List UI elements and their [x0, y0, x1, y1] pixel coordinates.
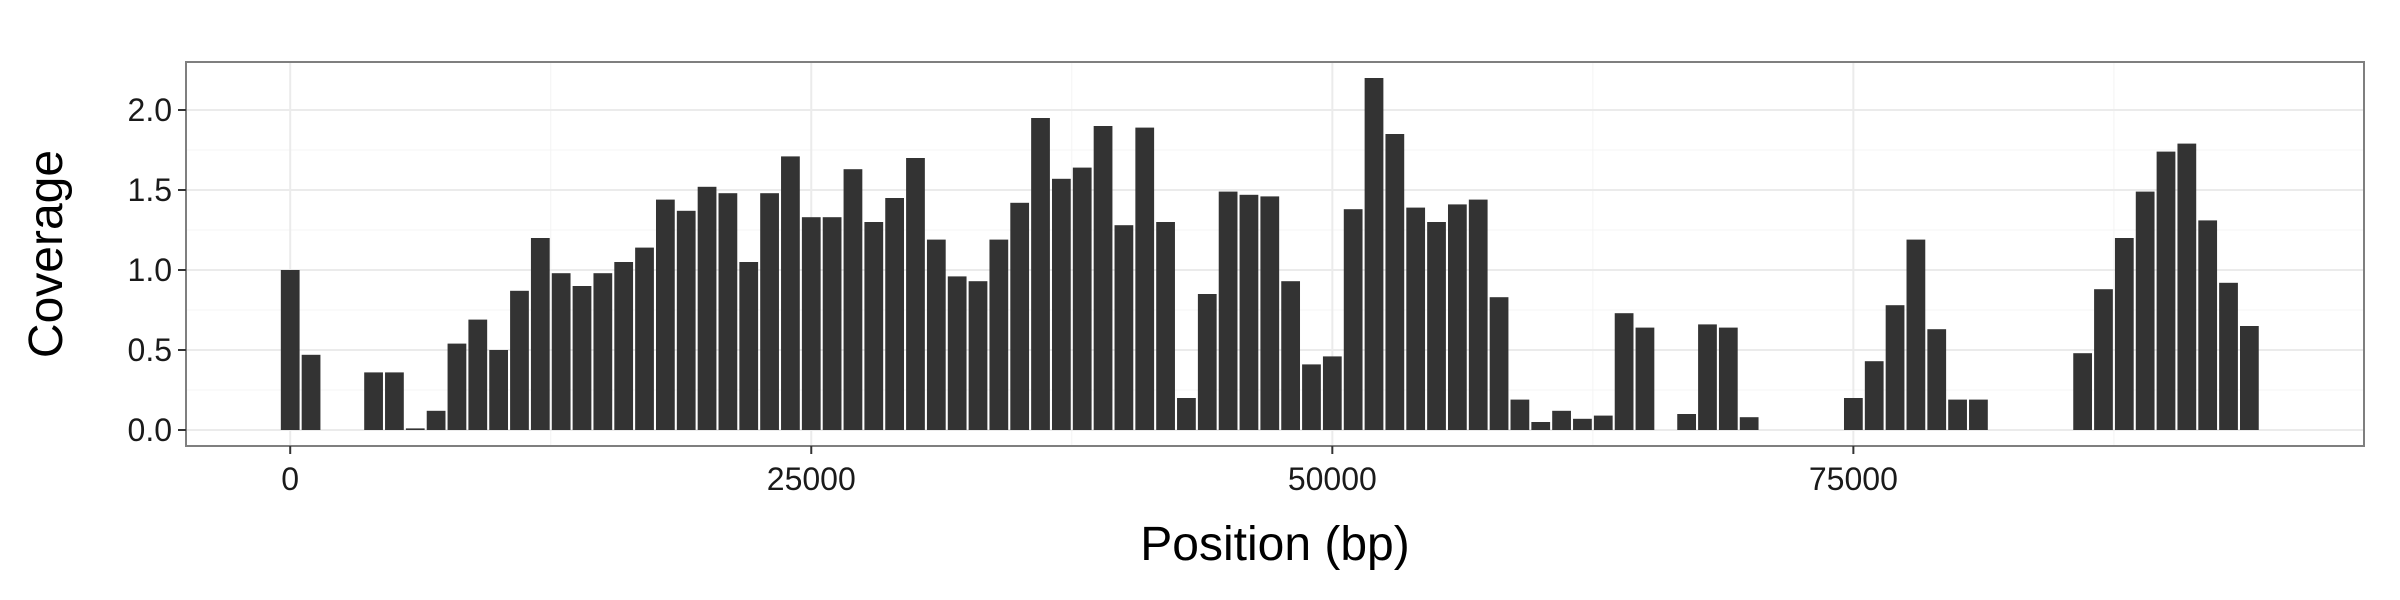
bar [572, 286, 592, 430]
y-tick-label: 0.0 [128, 412, 172, 448]
bar [426, 410, 446, 430]
bar [822, 217, 842, 430]
bar [864, 222, 884, 430]
bar [2219, 282, 2238, 430]
bar [968, 281, 988, 430]
bar [2114, 238, 2134, 430]
bar [1114, 225, 1134, 430]
y-axis-title: Coverage [20, 150, 73, 358]
bar [1969, 399, 1988, 430]
bar [1072, 167, 1092, 430]
bar [2073, 353, 2093, 430]
bar [489, 350, 509, 430]
bars [280, 78, 2259, 430]
bar [530, 238, 550, 430]
bar [781, 156, 800, 430]
bar [1948, 399, 1967, 430]
bar [1843, 398, 1863, 430]
x-tick-label: 0 [281, 461, 299, 497]
bar [926, 239, 946, 430]
bar [1302, 364, 1321, 430]
bar [655, 199, 675, 430]
bar [1031, 118, 1050, 430]
bar [1197, 294, 1217, 430]
x-tick-label: 50000 [1288, 461, 1377, 497]
bar [989, 239, 1009, 430]
bar [1739, 417, 1759, 430]
bar [1885, 305, 1905, 430]
bar [1510, 399, 1530, 430]
bar [1531, 422, 1551, 430]
bar [1927, 329, 1947, 430]
bar [447, 343, 467, 430]
bar [1051, 178, 1071, 430]
bar [1635, 327, 1655, 430]
x-axis-title: Position (bp) [1140, 518, 1409, 571]
bar [1177, 398, 1196, 430]
bar [2156, 151, 2176, 430]
bar [906, 158, 925, 430]
bar [1156, 222, 1175, 430]
bar [1385, 134, 1405, 430]
bar [1343, 209, 1363, 430]
bar [1406, 207, 1426, 430]
bar [2094, 289, 2113, 430]
bar [1614, 313, 1634, 430]
bar [280, 270, 300, 430]
bar [614, 262, 634, 430]
bar [1489, 297, 1509, 430]
bar [739, 262, 759, 430]
bar [1239, 194, 1259, 430]
bar [843, 169, 863, 430]
bar [551, 273, 571, 430]
bar [1093, 126, 1113, 430]
bar [801, 217, 821, 430]
bar [1864, 361, 1884, 430]
bar [1447, 204, 1467, 430]
bar [697, 186, 717, 430]
bar [1218, 191, 1238, 430]
bar [1906, 239, 1926, 430]
bar [1593, 415, 1613, 430]
bar [1698, 324, 1717, 430]
axes: 0.0 0.5 1.0 1.5 2.0 0 25000 50000 75000 [128, 92, 1898, 497]
bar [1322, 356, 1342, 430]
bar [2198, 220, 2218, 430]
y-tick-label: 1.5 [128, 172, 172, 208]
bar [718, 193, 738, 430]
x-tick-label: 25000 [767, 461, 856, 497]
bar [405, 428, 425, 430]
bar [1468, 199, 1488, 430]
bar [2239, 326, 2259, 430]
bar [1281, 281, 1301, 430]
bar [385, 372, 404, 430]
y-tick-label: 2.0 [128, 92, 172, 128]
bar [2135, 191, 2155, 430]
bar [1364, 78, 1384, 430]
bar [1573, 418, 1592, 430]
bar [1260, 196, 1280, 430]
x-tick-label: 75000 [1809, 461, 1898, 497]
bar [635, 247, 654, 430]
bar [1677, 414, 1697, 430]
bar [364, 372, 383, 430]
bar [301, 354, 321, 430]
y-tick-label: 0.5 [128, 332, 172, 368]
bar [1135, 127, 1155, 430]
bar [1718, 327, 1738, 430]
bar [468, 319, 488, 430]
bar [1010, 202, 1030, 430]
y-tick-label: 1.0 [128, 252, 172, 288]
bar [676, 210, 696, 430]
bar [2177, 143, 2197, 430]
bar [593, 273, 613, 430]
bar [760, 193, 779, 430]
bar [947, 276, 967, 430]
bar [885, 198, 905, 430]
plot-panel-border [185, 61, 2365, 447]
bar [1427, 222, 1446, 430]
bar [1552, 410, 1571, 430]
bar [510, 290, 529, 430]
